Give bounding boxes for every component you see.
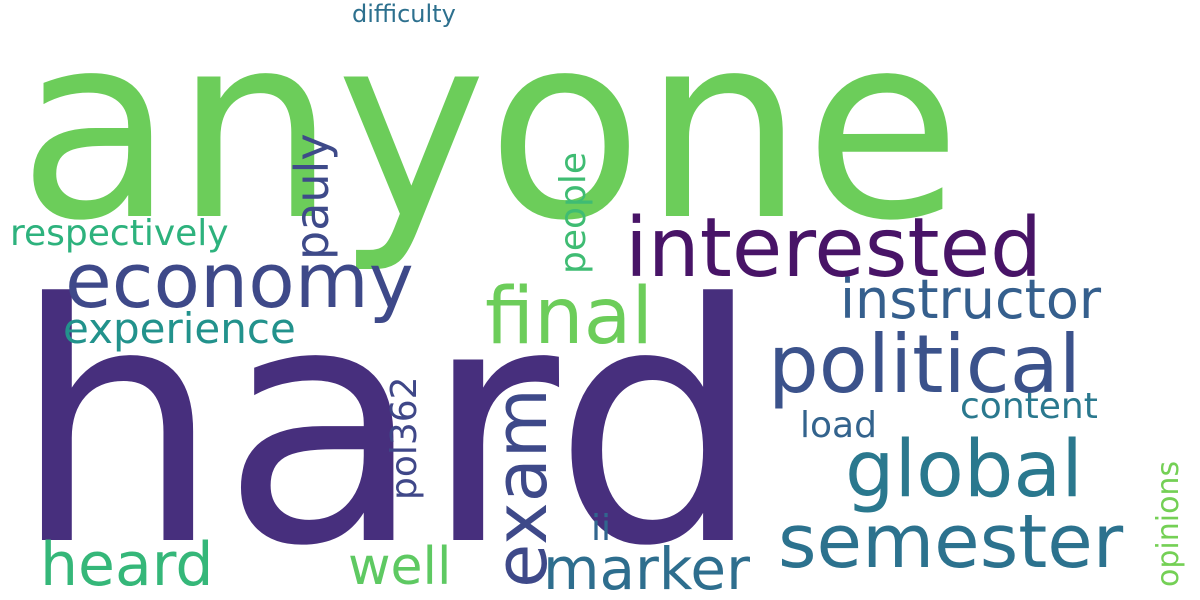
- word-ii: ii: [591, 508, 611, 549]
- word-semester: semester: [778, 499, 1124, 585]
- word-political: political: [768, 318, 1081, 411]
- word-load: load: [800, 405, 877, 446]
- word-well: well: [348, 537, 451, 597]
- word-hard: hard: [12, 234, 763, 600]
- word-difficulty: difficulty: [352, 0, 456, 28]
- word-opinions: opinions: [1151, 461, 1186, 587]
- word-exam: exam: [479, 388, 563, 588]
- word-respectively: respectively: [10, 213, 229, 254]
- word-pol362: pol362: [384, 376, 425, 500]
- word-marker: marker: [543, 535, 750, 600]
- word-pauly: pauly: [285, 133, 339, 260]
- word-content: content: [960, 386, 1098, 427]
- word-final: final: [485, 272, 653, 362]
- word-instructor: instructor: [840, 268, 1102, 331]
- word-economy: economy: [65, 236, 414, 325]
- word-experience: experience: [63, 304, 296, 353]
- word-interested: interested: [625, 201, 1042, 296]
- word-heard: heard: [40, 530, 213, 600]
- word-people: people: [553, 152, 594, 274]
- word-anyone: anyone: [18, 0, 961, 277]
- word-global: global: [845, 425, 1083, 515]
